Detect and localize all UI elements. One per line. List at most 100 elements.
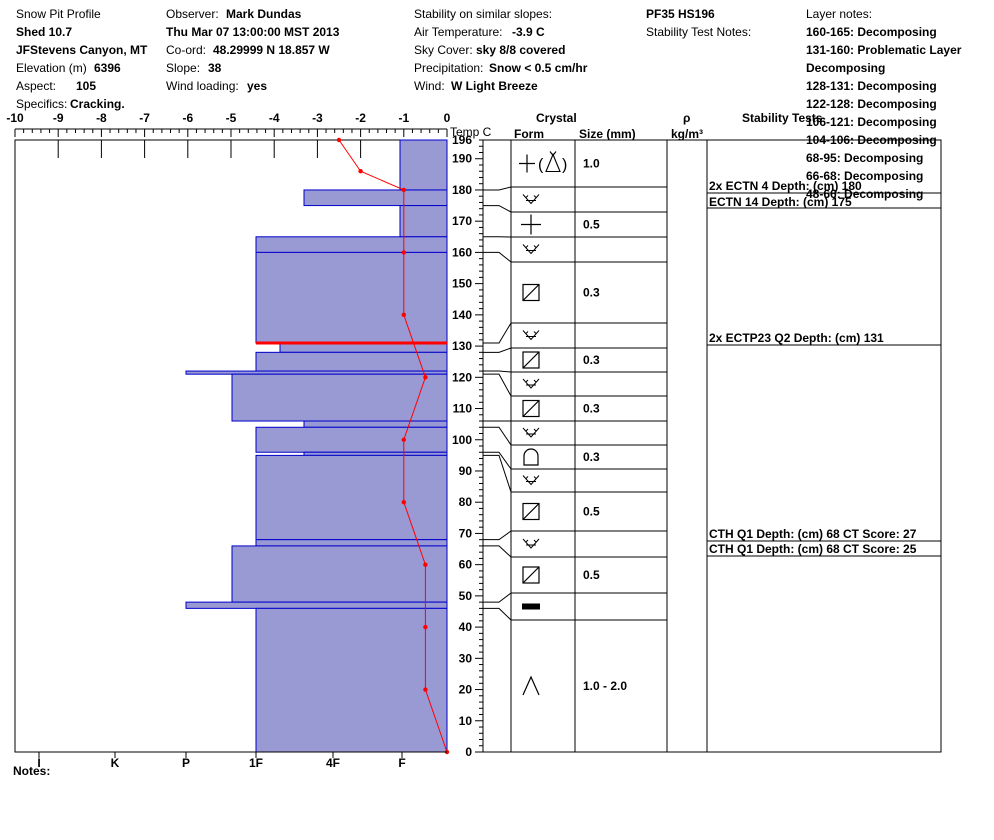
precip-label: Precipitation: bbox=[414, 61, 484, 75]
hardness-bar bbox=[231, 373, 448, 422]
layer-note: 128-131: Decomposing bbox=[806, 79, 937, 93]
crust-icon bbox=[522, 603, 540, 610]
height-tick-label: 120 bbox=[452, 370, 472, 384]
slope-label: Slope: bbox=[166, 61, 201, 75]
decomposing-icon bbox=[522, 330, 540, 341]
temperature-point bbox=[401, 250, 406, 255]
temperature-point bbox=[401, 312, 406, 318]
temp-tick-label: -4 bbox=[269, 111, 280, 125]
hardness-bar bbox=[255, 607, 448, 753]
hardness-tick-label: I bbox=[37, 756, 40, 770]
layer-note: 106-121: Decomposing bbox=[806, 115, 937, 129]
stability-test-label: 2x ECTN 4 Depth: (cm) 180 bbox=[709, 179, 862, 193]
height-tick-label: 130 bbox=[452, 339, 472, 353]
observer-label: Observer: bbox=[166, 7, 219, 21]
faceted-icon-slash bbox=[522, 351, 540, 369]
decomposing-icon bbox=[522, 378, 540, 389]
temperature-point bbox=[336, 137, 342, 143]
temperature-point bbox=[423, 624, 428, 630]
temp-tick-label: -9 bbox=[53, 111, 64, 125]
wind-label: Wind: bbox=[414, 79, 445, 93]
hardness-bar bbox=[185, 601, 448, 609]
notes-label: Notes: bbox=[13, 764, 51, 778]
temperature-point bbox=[401, 437, 406, 442]
decomposing-icon bbox=[522, 244, 540, 255]
hardness-bar bbox=[255, 251, 448, 344]
temp-tick-label: -2 bbox=[355, 111, 366, 125]
temperature-point bbox=[423, 687, 428, 692]
specifics-label: Specifics: bbox=[16, 97, 68, 111]
temperature-point bbox=[401, 500, 406, 505]
sky-value: sky 8/8 covered bbox=[476, 43, 566, 57]
height-tick-label: 30 bbox=[459, 651, 473, 665]
precip-value: Snow < 0.5 cm/hr bbox=[489, 61, 588, 75]
aspect-label: Aspect: bbox=[16, 79, 57, 93]
hardness-bar bbox=[303, 420, 448, 428]
form-column-header: Form bbox=[514, 127, 544, 141]
height-tick-label: 60 bbox=[459, 558, 473, 572]
coord-label: Co-ord: bbox=[166, 43, 207, 57]
height-tick-label: 180 bbox=[452, 183, 472, 197]
layer-connector bbox=[483, 451, 512, 470]
faceted-icon-slash bbox=[522, 284, 540, 301]
area: JFStevens Canyon, MT bbox=[16, 43, 148, 57]
stability-test-label: CTH Q1 Depth: (cm) 68 CT Score: 27 bbox=[709, 527, 917, 541]
wind-value: W Light Breeze bbox=[451, 79, 538, 93]
slope-value: 38 bbox=[208, 61, 222, 75]
density-column-header: ρ bbox=[683, 111, 691, 125]
layer-connector bbox=[483, 545, 512, 558]
sky-label: Sky Cover: bbox=[414, 43, 473, 57]
crystal-column-header: Crystal bbox=[536, 111, 577, 125]
height-tick-label: 10 bbox=[459, 714, 473, 728]
density-unit: kg/m³ bbox=[671, 127, 704, 141]
height-tick-label: 70 bbox=[459, 526, 473, 540]
hardness-bar bbox=[399, 139, 448, 191]
temperature-point bbox=[358, 169, 363, 174]
location: Shed 10.7 bbox=[16, 25, 73, 39]
temp-tick-label: -10 bbox=[6, 111, 24, 125]
crystal-size: 0.3 bbox=[583, 450, 600, 464]
crystal-size: 0.3 bbox=[583, 353, 600, 367]
crystal-size: 0.3 bbox=[583, 286, 600, 300]
layer-connector bbox=[483, 347, 512, 353]
crystal-size: 1.0 - 2.0 bbox=[583, 679, 627, 693]
hardness-bar bbox=[255, 351, 448, 372]
layer-connector bbox=[483, 373, 512, 397]
layer-note: 68-95: Decomposing bbox=[806, 151, 924, 165]
height-tick-label: 0 bbox=[465, 745, 472, 759]
specifics-value: Cracking. bbox=[70, 97, 125, 111]
coord-value: 48.29999 N 18.857 W bbox=[213, 43, 330, 57]
height-tick-label: 100 bbox=[452, 433, 472, 447]
temperature-point bbox=[401, 187, 406, 193]
layer-note: 122-128: Decomposing bbox=[806, 97, 937, 111]
precip-particle-icon bbox=[521, 214, 541, 235]
air-temp-label: Air Temperature: bbox=[414, 25, 503, 39]
stability-notes-label: Stability Test Notes: bbox=[646, 25, 752, 39]
height-tick-label: 160 bbox=[452, 245, 472, 259]
air-temp-value: -3.9 C bbox=[512, 25, 545, 39]
layer-connector bbox=[483, 592, 512, 603]
layer-connector bbox=[483, 186, 512, 191]
height-tick-label: 196 bbox=[452, 133, 472, 147]
layer-connector bbox=[483, 251, 512, 263]
elevation-value: 6396 bbox=[94, 61, 121, 75]
page-title: Snow Pit Profile bbox=[16, 7, 101, 21]
temp-tick-label: -1 bbox=[398, 111, 409, 125]
layer-connector bbox=[483, 370, 512, 373]
height-tick-label: 190 bbox=[452, 152, 472, 166]
hardness-tick-label: F bbox=[398, 756, 405, 770]
hardness-tick-label: K bbox=[111, 756, 120, 770]
hardness-bar bbox=[255, 454, 448, 541]
layer-connector bbox=[483, 205, 512, 213]
hardness-bar bbox=[303, 189, 448, 207]
hardness-tick-label: P bbox=[182, 756, 190, 770]
mixed-form-icon-paren: ( bbox=[538, 157, 544, 174]
depth-hoar-icon bbox=[522, 675, 540, 696]
temp-column-header: Temp C bbox=[450, 125, 492, 139]
height-tick-label: 110 bbox=[453, 402, 473, 416]
height-tick-label: 40 bbox=[459, 620, 473, 634]
layer-note: 48-66: Decomposing bbox=[806, 187, 924, 201]
crystal-size: 0.5 bbox=[583, 568, 600, 582]
faceted-icon-slash bbox=[522, 503, 540, 520]
temp-tick-label: -7 bbox=[139, 111, 150, 125]
